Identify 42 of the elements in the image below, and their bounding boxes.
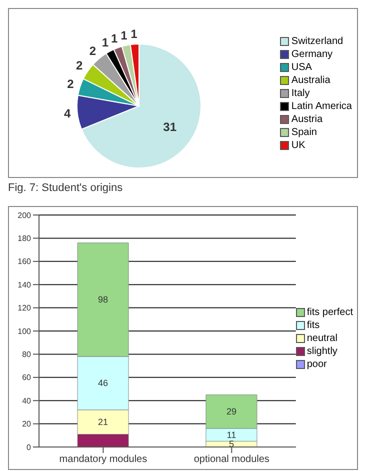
legend-label: Italy	[291, 86, 310, 100]
legend-label: Spain	[291, 126, 317, 138]
y-tick-label: 80	[22, 350, 32, 360]
y-tick-label: 20	[22, 420, 32, 429]
y-tick-label: 60	[22, 373, 32, 382]
y-tick-label: 100	[18, 326, 32, 336]
data-label: 29	[226, 406, 236, 417]
x-tick-label: optional modules	[194, 454, 270, 466]
legend-label: Austria	[291, 112, 323, 126]
y-tick-label: 120	[18, 304, 32, 313]
legend-label: fits perfect	[306, 306, 353, 318]
data-label: 4	[64, 106, 72, 121]
data-label: 2	[76, 58, 83, 73]
legend-label: slightly	[306, 344, 338, 358]
y-tick-label: 200	[18, 210, 32, 220]
legend-label: Australia	[291, 74, 330, 86]
legend-label: fits	[306, 318, 320, 332]
legend-label: poor	[306, 358, 327, 370]
data-label: 1	[111, 31, 118, 46]
data-label: 2	[67, 76, 74, 91]
data-label: 21	[98, 417, 108, 428]
y-tick-label: 40	[22, 396, 32, 406]
y-tick-label: 180	[18, 234, 32, 244]
y-tick-label: 160	[18, 257, 32, 266]
y-tick-label: 0	[26, 442, 32, 452]
data-label: 1	[120, 28, 128, 43]
legend-label: USA	[291, 60, 312, 74]
caption: Fig. 7: Student's origins	[8, 182, 124, 194]
legend-label: neutral	[306, 332, 338, 344]
x-tick-label: mandatory modules	[59, 454, 148, 466]
legend-label: Latin America	[291, 100, 352, 112]
data-label: 1	[102, 35, 109, 50]
y-tick-label: 140	[18, 280, 32, 290]
data-label: 1	[130, 27, 138, 42]
legend-label: Germany	[291, 48, 333, 60]
data-label: 46	[98, 378, 108, 388]
data-label: 98	[98, 294, 108, 305]
data-label: 31	[163, 120, 177, 134]
data-label: 2	[89, 44, 96, 58]
data-label: 11	[226, 430, 236, 440]
legend-label: UK	[291, 138, 306, 152]
legend-label: Switzerland	[291, 34, 344, 48]
